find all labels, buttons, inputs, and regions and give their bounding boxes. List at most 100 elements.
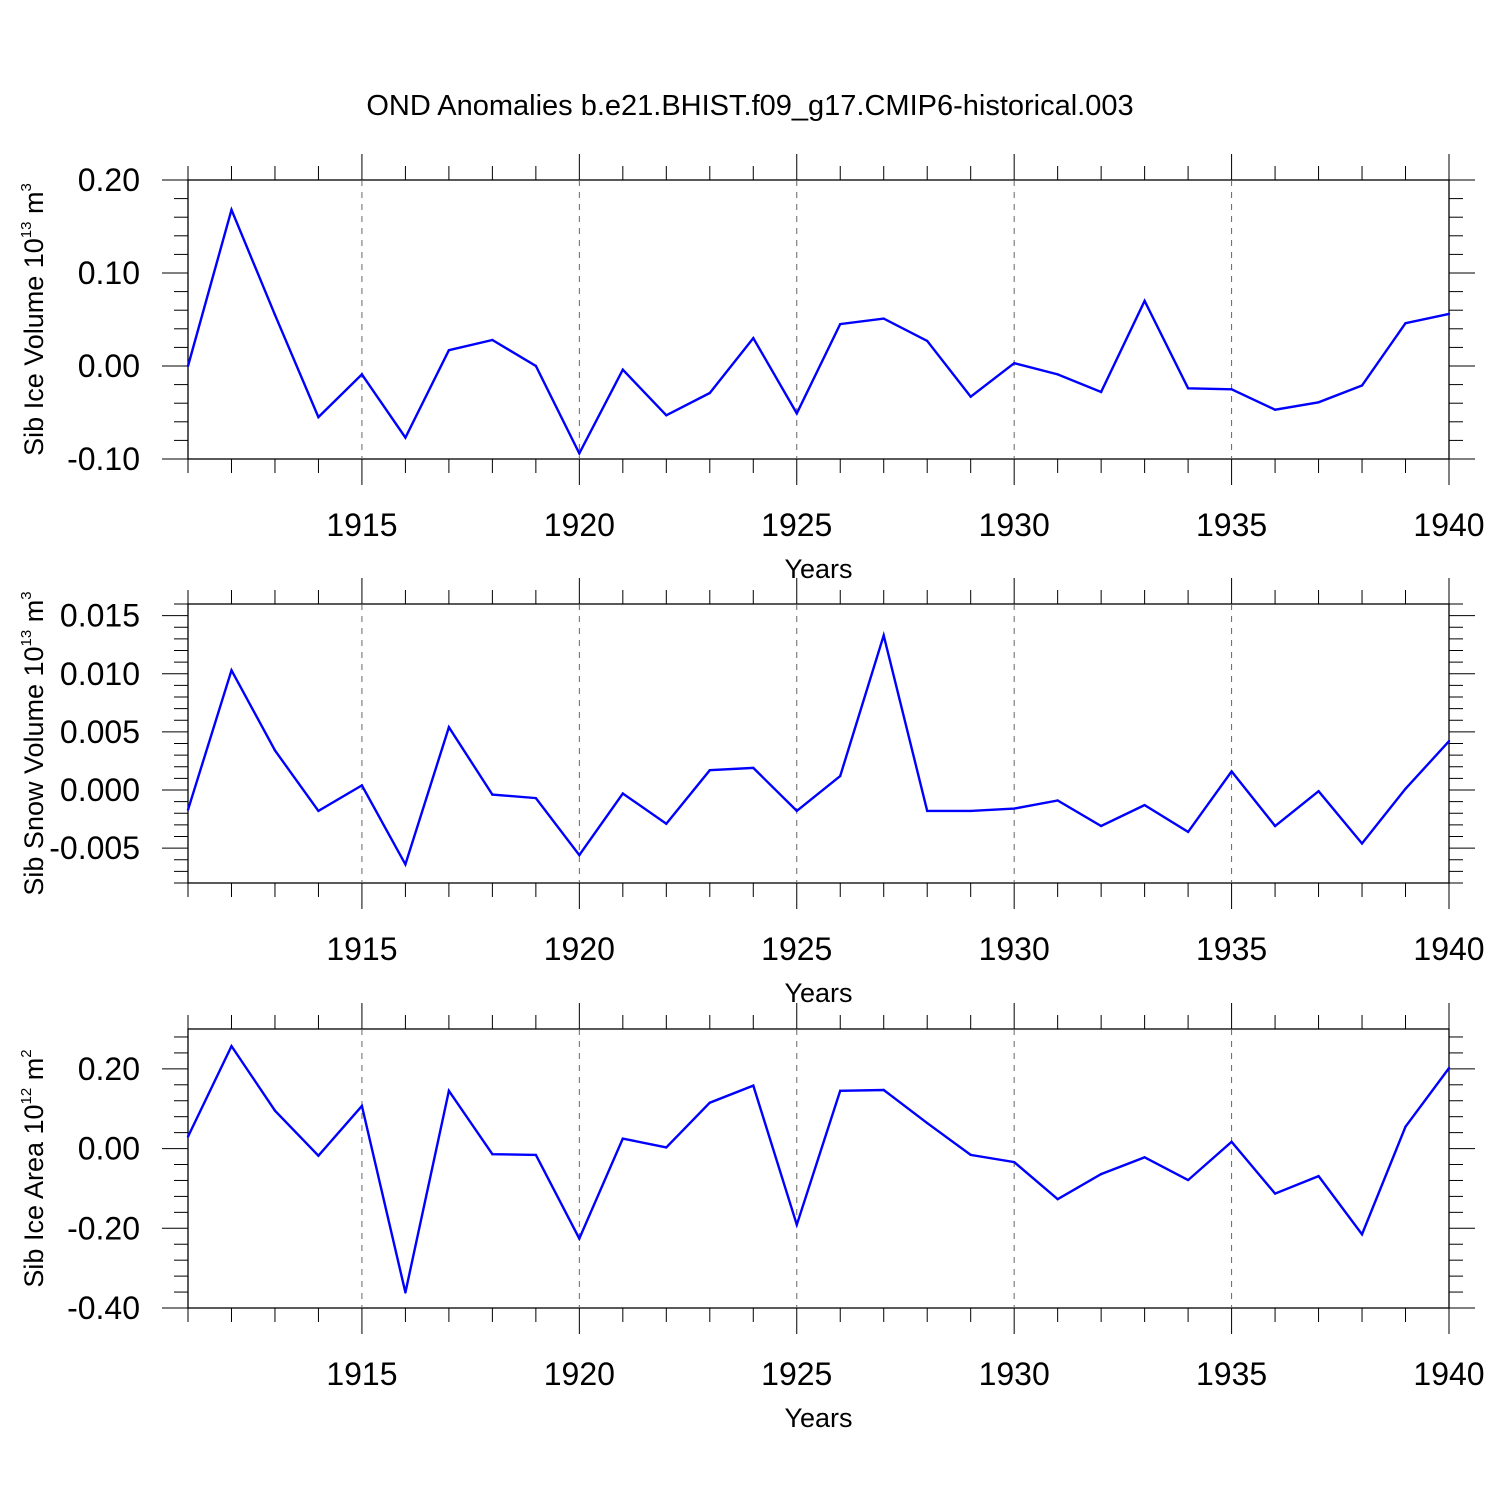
data-point: [1186, 830, 1190, 834]
data-point: [1447, 1066, 1451, 1070]
y-label-unit: m: [19, 600, 49, 630]
x-axis-label: Years: [784, 978, 852, 1008]
data-point: [621, 1137, 625, 1140]
data-point: [882, 1088, 885, 1092]
data-point: [665, 1146, 668, 1149]
data-point: [795, 809, 798, 813]
data-point: [1404, 787, 1407, 791]
data-point: [1012, 807, 1016, 810]
data-point: [491, 1152, 494, 1156]
y-tick-label: 0.015: [60, 598, 140, 634]
data-point: [404, 1291, 407, 1294]
data-point: [708, 391, 711, 395]
data-point: [578, 853, 581, 857]
data-point: [1186, 387, 1190, 390]
y-tick-label: -0.20: [67, 1210, 140, 1246]
data-point: [752, 766, 755, 770]
data-point: [795, 1223, 798, 1226]
y-label-exponent: 13: [18, 222, 35, 239]
x-tick-label: 1915: [326, 931, 397, 967]
y-tick-label: -0.40: [67, 1290, 140, 1326]
y-tick-label: 0.00: [78, 1131, 140, 1167]
data-point: [1317, 1174, 1320, 1178]
y-tick-label: 0.000: [60, 772, 140, 808]
plot-frame: [187, 179, 1450, 460]
data-point: [534, 1153, 538, 1157]
data-point: [1404, 322, 1407, 325]
y-label-text: Sib Ice Area 10: [19, 1104, 49, 1287]
data-point: [926, 809, 929, 813]
y-tick-label: 0.20: [78, 162, 140, 198]
data-point: [404, 863, 407, 866]
y-label-unit: m: [19, 1058, 49, 1088]
chart-panel-ice-area: -0.40 -0.20 0.00 0.20 1915 1920 1925 1930 1935 19…: [18, 1003, 1485, 1433]
y-tick-label: 0.010: [60, 656, 140, 692]
x-tick-label: 1940: [1413, 931, 1484, 967]
y-axis-label: Sib Ice Volume 1013 m3: [18, 183, 49, 456]
data-point: [534, 364, 538, 368]
data-point: [882, 634, 885, 637]
data-point: [1317, 401, 1320, 404]
x-tick-label: 1930: [979, 1356, 1050, 1392]
data-point: [882, 317, 885, 320]
y-label-unit: m: [19, 192, 49, 222]
data-point: [795, 412, 798, 415]
plot-frame: [187, 603, 1450, 884]
data-point: [491, 338, 494, 342]
x-tick-label: 1930: [979, 931, 1050, 967]
data-point: [1186, 1178, 1190, 1182]
data-point: [1012, 1160, 1016, 1164]
data-point: [1143, 1156, 1146, 1159]
data-point: [1056, 799, 1059, 802]
data-point: [317, 1154, 320, 1157]
data-point: [447, 1089, 451, 1092]
y-label-exponent: 12: [18, 1088, 35, 1105]
y-label-unit-exponent: 3: [18, 183, 35, 191]
x-tick-label: 1920: [544, 1356, 615, 1392]
data-point: [1143, 803, 1146, 807]
data-point: [447, 726, 451, 729]
series-line: [186, 206, 1450, 457]
y-tick-label: 0.20: [78, 1051, 140, 1087]
data-point: [1099, 390, 1103, 394]
data-point: [186, 1135, 190, 1138]
series-line: [186, 630, 1450, 868]
data-point: [360, 1104, 364, 1108]
data-point: [752, 336, 755, 340]
data-point: [1056, 373, 1059, 376]
x-tick-label: 1940: [1413, 507, 1484, 543]
y-tick-label: -0.005: [49, 830, 140, 866]
y-axis-label: Sib Ice Area 1012 m2: [18, 1049, 49, 1287]
data-point: [1012, 362, 1016, 365]
data-point: [1099, 824, 1103, 828]
x-tick-label: 1940: [1413, 1356, 1484, 1392]
data-point: [752, 1084, 755, 1087]
data-point: [578, 1237, 581, 1240]
series-line: [186, 1043, 1450, 1293]
data-point: [708, 769, 711, 772]
data-point: [317, 415, 320, 419]
y-tick-label: 0.005: [60, 714, 140, 750]
data-point: [1230, 388, 1233, 391]
data-point: [404, 436, 407, 439]
x-axis-label: Years: [784, 554, 852, 584]
data-point: [969, 1153, 972, 1157]
y-label-text: Sib Ice Volume 10: [19, 238, 49, 456]
data-point: [1404, 1125, 1407, 1128]
data-point: [839, 1089, 842, 1092]
data-point: [230, 669, 233, 672]
x-tick-label: 1925: [761, 931, 832, 967]
x-tick-label: 1925: [761, 1356, 832, 1392]
data-point: [1273, 1192, 1277, 1195]
y-tick-label: 0.00: [78, 348, 140, 384]
chart-panel-snow-volume: -0.005 0.000 0.005 0.010 0.015 1915 1920 1925 19…: [18, 578, 1485, 1008]
figure-title: OND Anomalies b.e21.BHIST.f09_g17.CMIP6-…: [366, 90, 1133, 122]
data-point: [1273, 408, 1277, 411]
data-point: [491, 793, 494, 796]
data-point: [621, 792, 625, 795]
panels: -0.10 0.00 0.10 0.20 1915 1920 1925 1930 1935 194…: [18, 154, 1485, 1433]
data-point: [1360, 384, 1364, 387]
x-tick-label: 1935: [1196, 507, 1267, 543]
y-tick-label: -0.10: [67, 441, 140, 477]
data-point: [1273, 824, 1277, 828]
